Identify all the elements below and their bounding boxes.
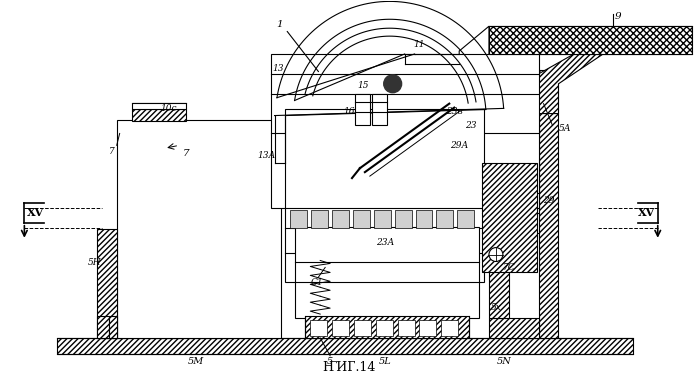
Bar — [489, 318, 539, 338]
Bar — [132, 103, 186, 109]
Bar — [109, 316, 117, 338]
Text: 5N: 5N — [496, 357, 511, 366]
Circle shape — [489, 247, 503, 262]
Bar — [489, 264, 509, 318]
Text: 10c: 10c — [160, 104, 177, 113]
Text: 29: 29 — [543, 196, 554, 205]
Text: 5L: 5L — [378, 357, 391, 366]
Bar — [305, 316, 469, 338]
Text: 5Н: 5Н — [88, 258, 102, 267]
Text: 15: 15 — [357, 81, 369, 90]
Bar — [441, 320, 458, 336]
Bar — [436, 210, 453, 228]
Bar — [295, 227, 479, 318]
Text: C1: C1 — [311, 278, 323, 287]
Text: XV: XV — [638, 207, 655, 218]
Bar — [354, 320, 371, 336]
Text: 5М: 5М — [188, 357, 205, 366]
Polygon shape — [459, 26, 489, 79]
Text: 1: 1 — [276, 20, 283, 29]
Text: 29А: 29А — [450, 141, 468, 150]
Bar — [372, 94, 387, 126]
Bar — [353, 210, 370, 228]
Bar — [117, 119, 281, 338]
Text: XV: XV — [27, 207, 44, 218]
Bar — [132, 109, 186, 121]
Bar — [332, 210, 349, 228]
Bar — [57, 338, 633, 354]
Bar — [419, 320, 436, 336]
Text: 5А: 5А — [558, 124, 571, 133]
Text: 11: 11 — [414, 39, 425, 49]
Text: 13А: 13А — [258, 151, 276, 160]
Bar — [374, 210, 391, 228]
Text: 7: 7 — [183, 149, 189, 158]
Text: 23в: 23в — [446, 107, 463, 116]
Bar — [311, 320, 327, 336]
Text: 5: 5 — [327, 357, 333, 366]
Bar — [376, 320, 393, 336]
Bar — [285, 109, 484, 282]
Bar — [97, 316, 109, 338]
Text: 23А: 23А — [376, 238, 394, 247]
Bar — [489, 26, 692, 54]
Text: 9: 9 — [615, 12, 621, 21]
Text: 5x: 5x — [491, 303, 501, 312]
Bar — [97, 229, 117, 338]
Bar — [415, 210, 432, 228]
Bar — [539, 70, 558, 338]
Bar — [482, 163, 537, 272]
Text: 16: 16 — [343, 107, 355, 116]
Bar — [394, 210, 412, 228]
Bar — [457, 210, 474, 228]
Text: 7C: 7C — [503, 263, 515, 272]
Text: ҤИГ.14: ҤИГ.14 — [322, 361, 376, 374]
Text: 23: 23 — [466, 121, 477, 130]
Polygon shape — [539, 29, 618, 114]
Text: 7: 7 — [109, 147, 114, 156]
Bar — [355, 94, 370, 126]
Bar — [290, 210, 307, 228]
Circle shape — [384, 75, 401, 93]
Bar — [398, 320, 415, 336]
Text: 13: 13 — [273, 64, 284, 74]
Bar — [311, 210, 328, 228]
Bar — [332, 320, 349, 336]
Bar — [271, 54, 539, 208]
